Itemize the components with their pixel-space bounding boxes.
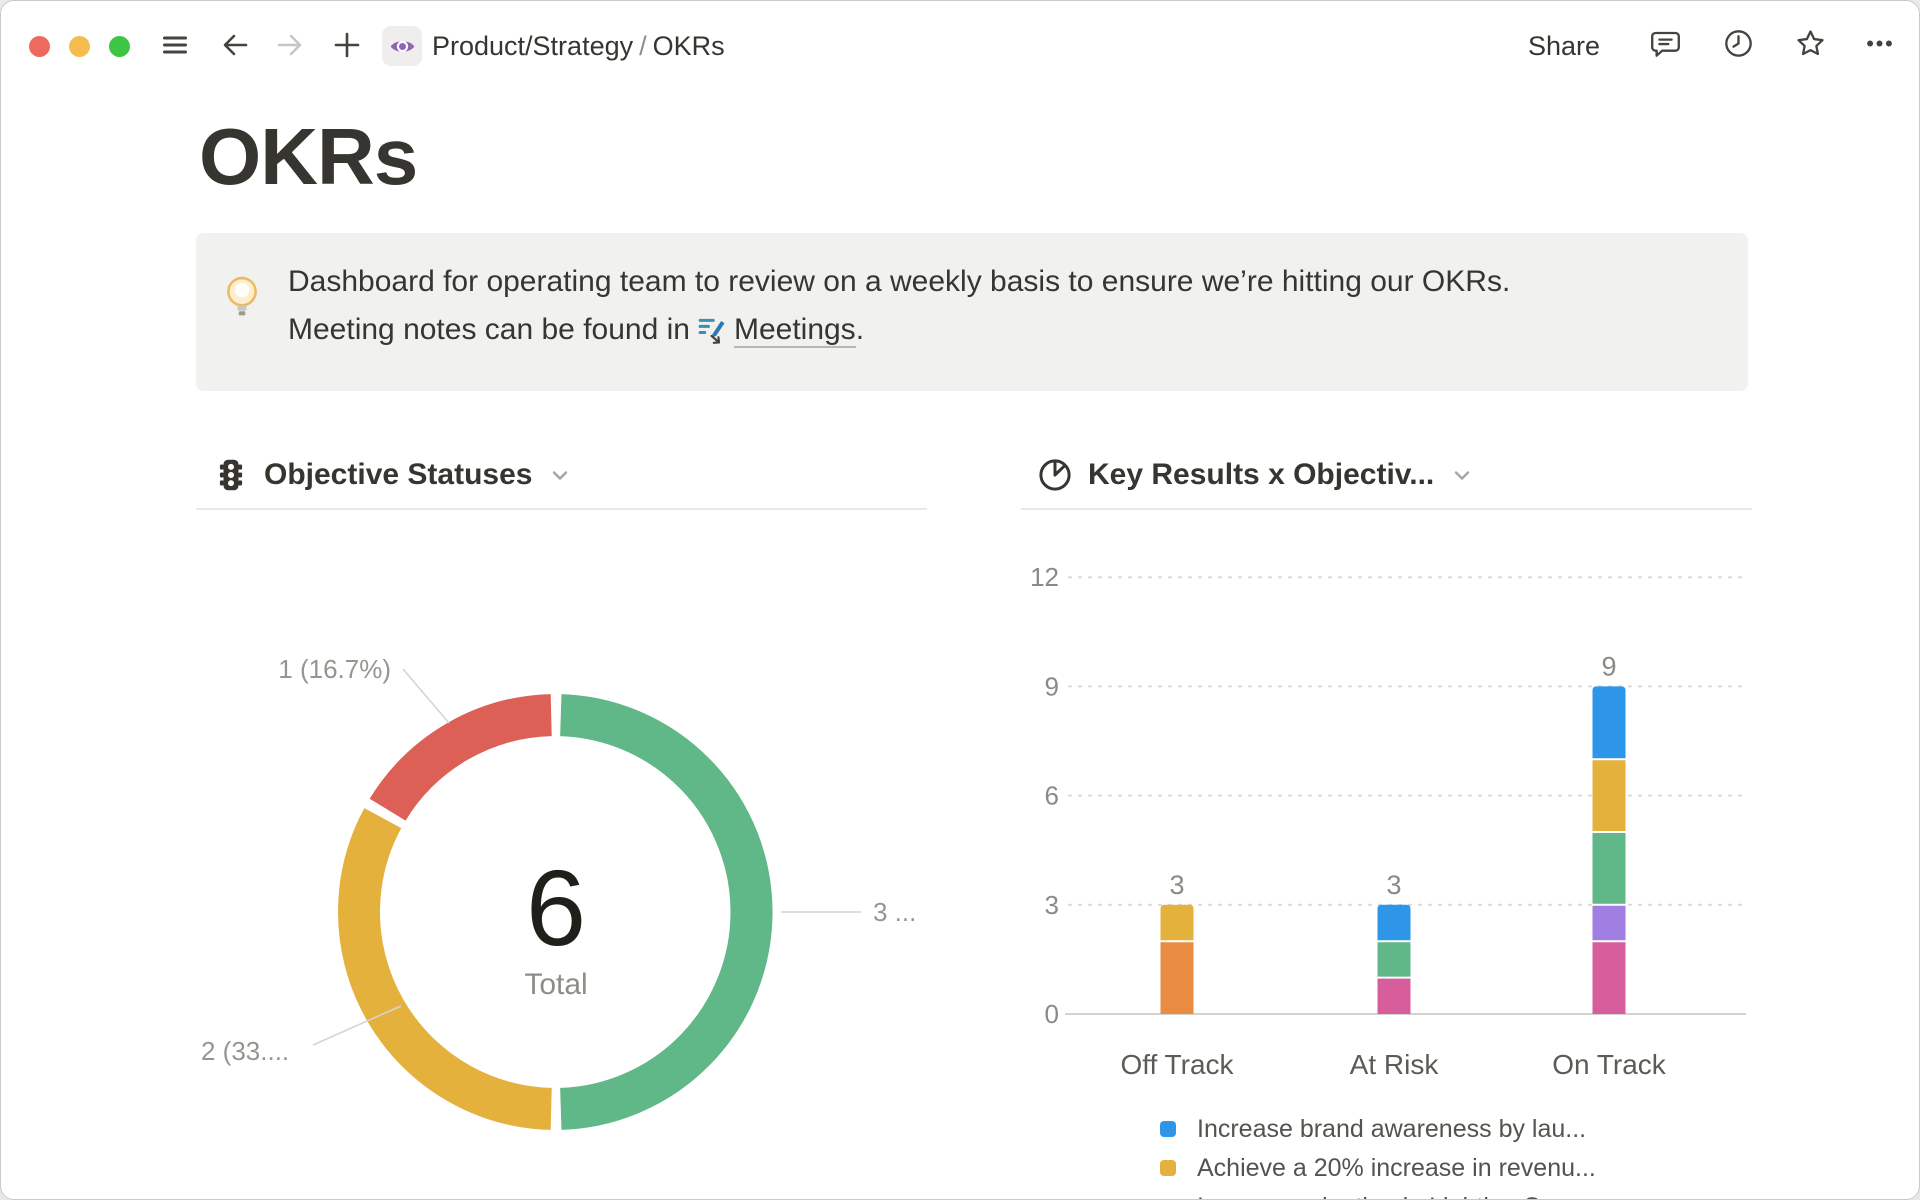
new-page-button[interactable] — [331, 30, 363, 62]
donut-chart-header[interactable]: Objective Statuses — [213, 451, 572, 499]
legend-swatch — [1160, 1160, 1176, 1176]
callout: Dashboard for operating team to review o… — [196, 233, 1748, 391]
svg-text:3: 3 — [1045, 890, 1059, 920]
svg-text:3: 3 — [1386, 870, 1401, 900]
section-divider — [1021, 508, 1752, 510]
pie-chart-icon — [1037, 457, 1073, 493]
page-history-button[interactable] — [1722, 29, 1754, 61]
comment-bubble-icon — [1650, 28, 1681, 62]
lightbulb-icon — [223, 273, 261, 328]
callout-line-1: Dashboard for operating team to review o… — [288, 265, 1511, 298]
legend-swatch — [1160, 1121, 1176, 1137]
back-arrow-icon — [219, 29, 251, 64]
callout-line-2: Meeting notes can be found in Meetings. — [288, 306, 1510, 359]
zoom-window-button[interactable] — [109, 36, 130, 57]
chevron-down-icon — [1450, 463, 1474, 487]
legend-label: Increase adoption in Lighting Sea... — [1197, 1193, 1589, 1200]
minimize-window-button[interactable] — [69, 36, 90, 57]
more-options-button[interactable] — [1863, 29, 1895, 61]
svg-text:3 ...: 3 ... — [873, 897, 916, 927]
key-results-bar-chart[interactable]: 0 3 6 9 12 3 Off Track 3 At Risk 9 On Track — [1021, 541, 1761, 1200]
share-button[interactable]: Share — [1528, 30, 1601, 61]
svg-text:1 (16.7%): 1 (16.7%) — [278, 654, 391, 684]
svg-text:9: 9 — [1045, 671, 1059, 701]
linked-page-icon — [696, 311, 726, 359]
breadcrumb-current[interactable]: OKRs — [652, 30, 725, 61]
close-window-button[interactable] — [29, 36, 50, 57]
star-icon — [1795, 28, 1826, 62]
forward-button[interactable] — [274, 30, 306, 62]
forward-arrow-icon — [274, 29, 306, 64]
section-divider — [196, 508, 927, 510]
bar-chart-title: Key Results x Objectiv... — [1088, 458, 1435, 491]
legend-label: Achieve a 20% increase in revenu... — [1197, 1153, 1596, 1182]
svg-text:3: 3 — [1169, 870, 1184, 900]
svg-text:6: 6 — [1045, 781, 1059, 811]
page-icon-eye — [382, 26, 422, 66]
svg-text:12: 12 — [1030, 562, 1059, 592]
svg-text:At Risk: At Risk — [1350, 1049, 1440, 1080]
svg-text:2 (33....: 2 (33.... — [201, 1036, 289, 1066]
traffic-light-icon — [213, 457, 249, 493]
svg-text:0: 0 — [1045, 999, 1059, 1029]
donut-chart-title: Objective Statuses — [264, 458, 533, 491]
comments-button[interactable] — [1649, 29, 1681, 61]
clock-icon — [1723, 28, 1754, 62]
svg-text:Off Track: Off Track — [1120, 1049, 1234, 1080]
meetings-link[interactable]: Meetings — [733, 313, 856, 348]
bar-chart-legend: Increase brand awareness by lau... Achiev… — [1160, 1114, 1596, 1200]
legend-label: Increase brand awareness by lau... — [1197, 1114, 1587, 1143]
chevron-down-icon — [548, 463, 572, 487]
svg-text:9: 9 — [1601, 651, 1616, 681]
ellipsis-icon — [1864, 28, 1895, 62]
hamburger-icon — [160, 30, 190, 63]
plus-icon — [332, 30, 362, 63]
svg-text:On Track: On Track — [1552, 1049, 1667, 1080]
svg-text:Total: Total — [524, 968, 587, 1001]
titlebar: Product/Strategy / OKRs Share — [1, 1, 1919, 91]
page-title[interactable]: OKRs — [199, 112, 418, 201]
breadcrumb-parent[interactable]: Product/Strategy — [432, 30, 634, 61]
window-controls — [29, 36, 130, 57]
favorite-button[interactable] — [1794, 29, 1826, 61]
sidebar-menu-button[interactable] — [159, 30, 191, 62]
bar-chart-header[interactable]: Key Results x Objectiv... — [1037, 451, 1474, 499]
breadcrumb-separator: / — [639, 30, 647, 61]
breadcrumb[interactable]: Product/Strategy / OKRs — [382, 1, 725, 91]
legend-item: Increase adoption in Lighting Sea... — [1160, 1192, 1596, 1200]
legend-item: Achieve a 20% increase in revenu... — [1160, 1153, 1596, 1183]
legend-item: Increase brand awareness by lau... — [1160, 1114, 1596, 1144]
back-button[interactable] — [219, 30, 251, 62]
svg-text:6: 6 — [526, 847, 586, 968]
